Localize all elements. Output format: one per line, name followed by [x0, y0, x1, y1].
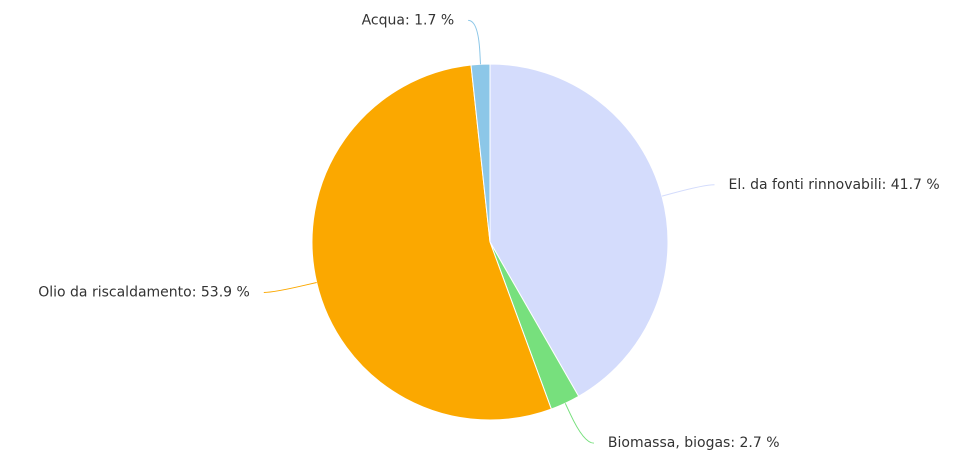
- data-label: Olio da riscaldamento: 53.9 %: [38, 284, 250, 300]
- pie-slice: [470, 63, 491, 243]
- connector: [468, 19, 481, 65]
- connector: [661, 184, 715, 197]
- data-label: El. da fonti rinnovabili: 41.7 %: [728, 177, 939, 193]
- data-label: Biomassa, biogas: 2.7 %: [608, 435, 780, 451]
- data-label: Acqua: 1.7 %: [362, 12, 455, 28]
- pie-slice: [311, 64, 552, 421]
- connector: [564, 403, 594, 444]
- connector: [263, 281, 317, 293]
